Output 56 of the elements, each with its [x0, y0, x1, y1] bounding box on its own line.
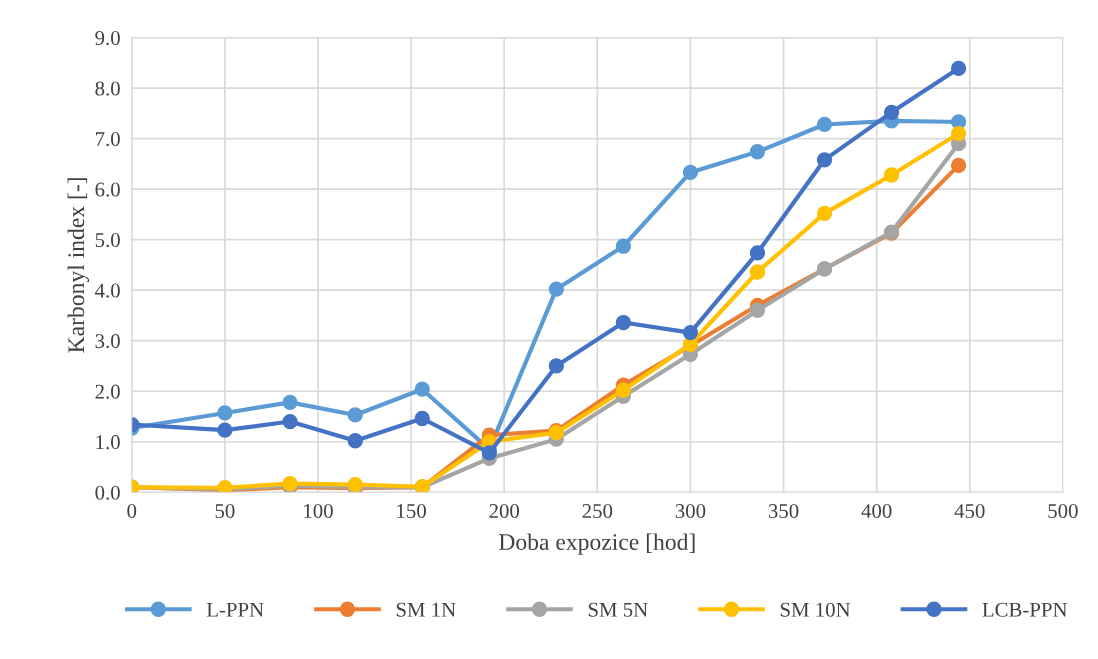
- point: [816, 116, 833, 133]
- x-tick-label: 250: [582, 503, 613, 519]
- point: [481, 445, 497, 461]
- point: [414, 381, 430, 397]
- y-tick-label: 3.0: [95, 334, 120, 349]
- x-tick-label: 450: [954, 503, 985, 519]
- point: [217, 405, 233, 421]
- point: [347, 407, 363, 423]
- y-tick-label: 1.0: [96, 435, 120, 450]
- point: [883, 167, 900, 183]
- point: [749, 144, 766, 160]
- x-tick-label: 500: [1048, 503, 1078, 519]
- legend-label: LCB-PPN: [982, 602, 1068, 617]
- point: [883, 104, 900, 120]
- point: [816, 205, 833, 222]
- point: [950, 125, 967, 142]
- y-tick-label: 8.0: [95, 81, 120, 96]
- point: [749, 302, 766, 319]
- y-tick-label: 2.0: [95, 384, 120, 399]
- y-axis-title: Karbonyl index [-]: [67, 178, 90, 353]
- point: [816, 152, 833, 168]
- legend-label: L-PPN: [206, 602, 264, 617]
- y-tick-label: 4.0: [95, 283, 120, 298]
- legend-label: SM 1N: [396, 602, 456, 617]
- y-tick-label: 9.0: [95, 30, 120, 46]
- y-tick-label: 0.0: [95, 485, 120, 500]
- point: [548, 281, 564, 297]
- point: [749, 264, 766, 280]
- point: [615, 382, 632, 398]
- x-tick-label: 350: [768, 503, 799, 519]
- point: [615, 238, 632, 254]
- point: [414, 410, 430, 427]
- point: [282, 394, 298, 410]
- point: [749, 245, 766, 261]
- x-tick-label: 50: [215, 503, 235, 519]
- x-tick-label: 300: [675, 503, 706, 519]
- point: [682, 324, 699, 341]
- x-tick-label: 400: [861, 503, 892, 519]
- point: [615, 314, 632, 331]
- legend-label: SM 5N: [588, 602, 648, 617]
- point: [282, 413, 298, 430]
- y-tick-label: 7.0: [95, 131, 120, 147]
- point: [950, 157, 967, 174]
- x-tick-label: 200: [489, 503, 520, 519]
- point: [217, 422, 233, 438]
- x-axis-title: Doba expozice [hod]: [499, 533, 695, 555]
- legend-label: SM 10N: [780, 602, 851, 617]
- point: [682, 164, 699, 181]
- x-tick-label: 100: [304, 503, 333, 519]
- point: [347, 433, 363, 449]
- y-tick-label: 6.0: [95, 182, 120, 197]
- point: [950, 60, 967, 77]
- y-tick-label: 5.0: [95, 233, 120, 248]
- point: [548, 358, 564, 374]
- x-tick-label: 150: [397, 503, 426, 519]
- x-tick-label: 0: [127, 503, 137, 519]
